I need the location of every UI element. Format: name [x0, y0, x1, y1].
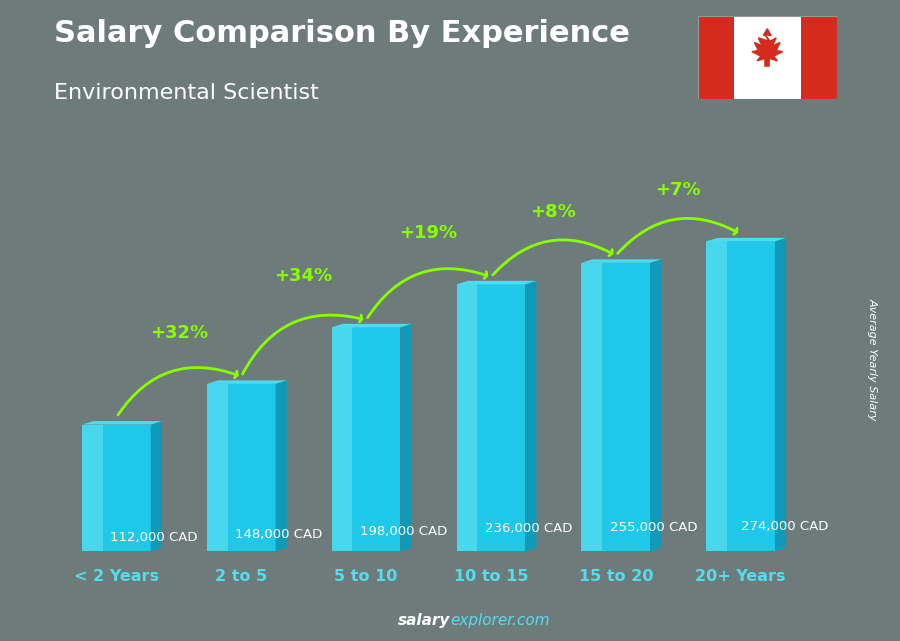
Text: +32%: +32%: [149, 324, 208, 342]
Polygon shape: [207, 384, 228, 551]
Polygon shape: [706, 241, 775, 551]
Polygon shape: [456, 285, 526, 551]
Text: 15 to 20: 15 to 20: [579, 569, 653, 583]
Text: 274,000 CAD: 274,000 CAD: [741, 520, 828, 533]
Polygon shape: [332, 328, 353, 551]
Text: 10 to 15: 10 to 15: [454, 569, 528, 583]
Bar: [734, 16, 801, 99]
Polygon shape: [456, 281, 536, 285]
Bar: [698, 16, 733, 99]
Polygon shape: [151, 421, 162, 551]
Text: 20+ Years: 20+ Years: [696, 569, 786, 583]
Text: salary: salary: [398, 613, 450, 628]
Text: 236,000 CAD: 236,000 CAD: [485, 522, 572, 535]
Polygon shape: [706, 241, 727, 551]
Polygon shape: [526, 281, 536, 551]
Polygon shape: [82, 424, 103, 551]
Text: 255,000 CAD: 255,000 CAD: [609, 521, 697, 534]
Polygon shape: [400, 324, 411, 551]
Polygon shape: [775, 238, 787, 551]
Text: +34%: +34%: [274, 267, 333, 285]
Text: 5 to 10: 5 to 10: [335, 569, 398, 583]
Polygon shape: [82, 421, 162, 424]
Polygon shape: [82, 424, 151, 551]
Polygon shape: [207, 380, 287, 384]
Polygon shape: [706, 238, 787, 241]
Bar: [801, 16, 837, 99]
Text: +8%: +8%: [530, 203, 576, 221]
Text: < 2 Years: < 2 Years: [74, 569, 159, 583]
Text: +7%: +7%: [655, 181, 701, 199]
Polygon shape: [581, 263, 650, 551]
Text: 148,000 CAD: 148,000 CAD: [235, 528, 322, 541]
Text: 198,000 CAD: 198,000 CAD: [360, 525, 447, 538]
Text: 2 to 5: 2 to 5: [215, 569, 267, 583]
Polygon shape: [332, 324, 411, 328]
Text: 112,000 CAD: 112,000 CAD: [110, 531, 198, 544]
Polygon shape: [456, 285, 477, 551]
Polygon shape: [752, 29, 783, 64]
Polygon shape: [275, 380, 287, 551]
Text: Salary Comparison By Experience: Salary Comparison By Experience: [54, 19, 630, 48]
Polygon shape: [332, 328, 400, 551]
Text: Environmental Scientist: Environmental Scientist: [54, 83, 319, 103]
Polygon shape: [581, 260, 662, 263]
Polygon shape: [207, 384, 275, 551]
Polygon shape: [581, 263, 602, 551]
Text: Average Yearly Salary: Average Yearly Salary: [868, 297, 878, 420]
Polygon shape: [650, 260, 662, 551]
Text: +19%: +19%: [400, 224, 457, 242]
Text: explorer.com: explorer.com: [450, 613, 550, 628]
